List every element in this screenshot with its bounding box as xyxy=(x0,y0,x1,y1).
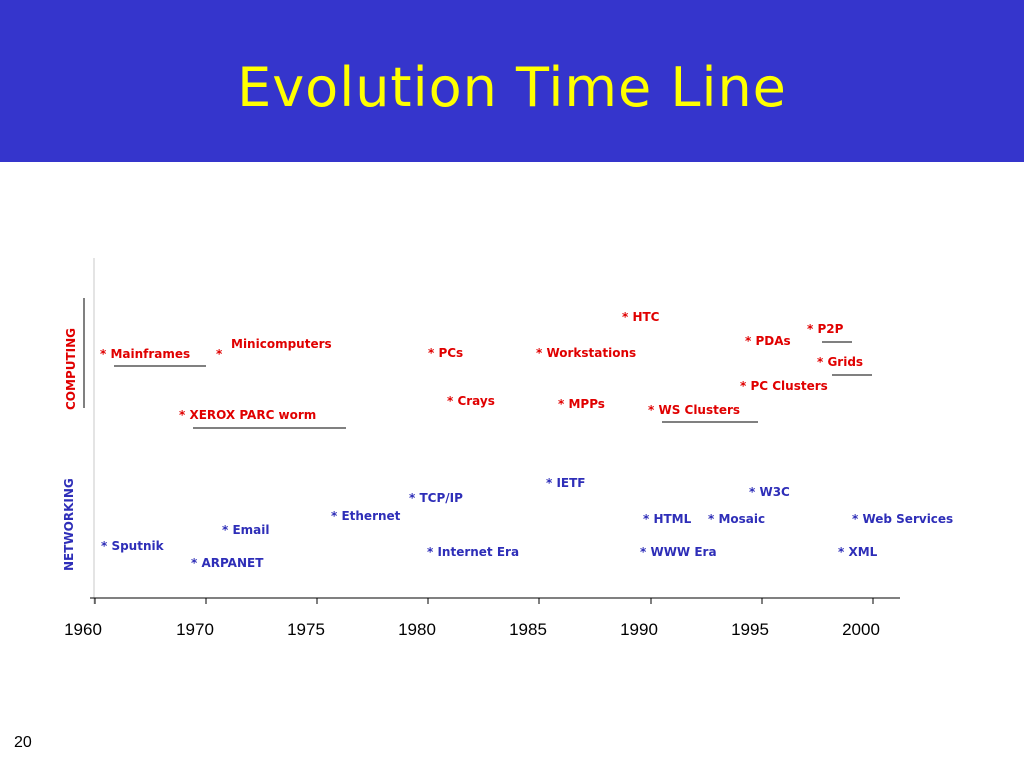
event-minicomputers-marker: * xyxy=(216,347,223,361)
page-number: 20 xyxy=(14,734,32,751)
event-htc: * HTC xyxy=(622,310,660,324)
event-email: * Email xyxy=(222,523,270,537)
event-internet-era: * Internet Era xyxy=(427,545,520,559)
event-pcs: * PCs xyxy=(428,346,464,360)
event-minicomputers: Minicomputers xyxy=(231,337,332,351)
year-label-1960: 1960 xyxy=(64,620,102,639)
event-crays: * Crays xyxy=(447,394,495,408)
networking-row-label: NETWORKING xyxy=(62,478,76,571)
year-label-1975: 1975 xyxy=(287,620,325,639)
event-pdas: * PDAs xyxy=(745,334,791,348)
event-xml: * XML xyxy=(838,545,878,559)
event-tcp-ip: * TCP/IP xyxy=(409,491,463,505)
event-ietf: * IETF xyxy=(546,476,586,490)
event-workstations: * Workstations xyxy=(536,346,637,360)
slide-title: Evolution Time Line xyxy=(237,56,787,119)
event-xerox-parc-worm: * XEROX PARC worm xyxy=(179,408,317,422)
year-label-1985: 1985 xyxy=(509,620,547,639)
event-www-era: * WWW Era xyxy=(640,545,717,559)
event-grids: * Grids xyxy=(817,355,864,369)
computing-row-label: COMPUTING xyxy=(64,327,78,410)
event-p2p: * P2P xyxy=(807,322,844,336)
year-label-1980: 1980 xyxy=(398,620,436,639)
event-mosaic: * Mosaic xyxy=(708,512,766,526)
event-mainframes: * Mainframes xyxy=(100,347,191,361)
year-ticks xyxy=(94,598,874,604)
event-arpanet: * ARPANET xyxy=(191,556,264,570)
event-mpps: * MPPs xyxy=(558,397,605,411)
title-bar: Evolution Time Line xyxy=(0,0,1024,162)
event-html: * HTML xyxy=(643,512,692,526)
year-label-1990: 1990 xyxy=(620,620,658,639)
year-label-1995: 1995 xyxy=(731,620,769,639)
event-pc-clusters: * PC Clusters xyxy=(740,379,828,393)
event-ws-clusters: * WS Clusters xyxy=(648,403,741,417)
year-label-2000: 2000 xyxy=(842,620,880,639)
event-w3c: * W3C xyxy=(749,485,790,499)
event-web-services: * Web Services xyxy=(852,512,954,526)
year-label-1970: 1970 xyxy=(176,620,214,639)
event-sputnik: * Sputnik xyxy=(101,539,164,553)
event-ethernet: * Ethernet xyxy=(331,509,401,523)
